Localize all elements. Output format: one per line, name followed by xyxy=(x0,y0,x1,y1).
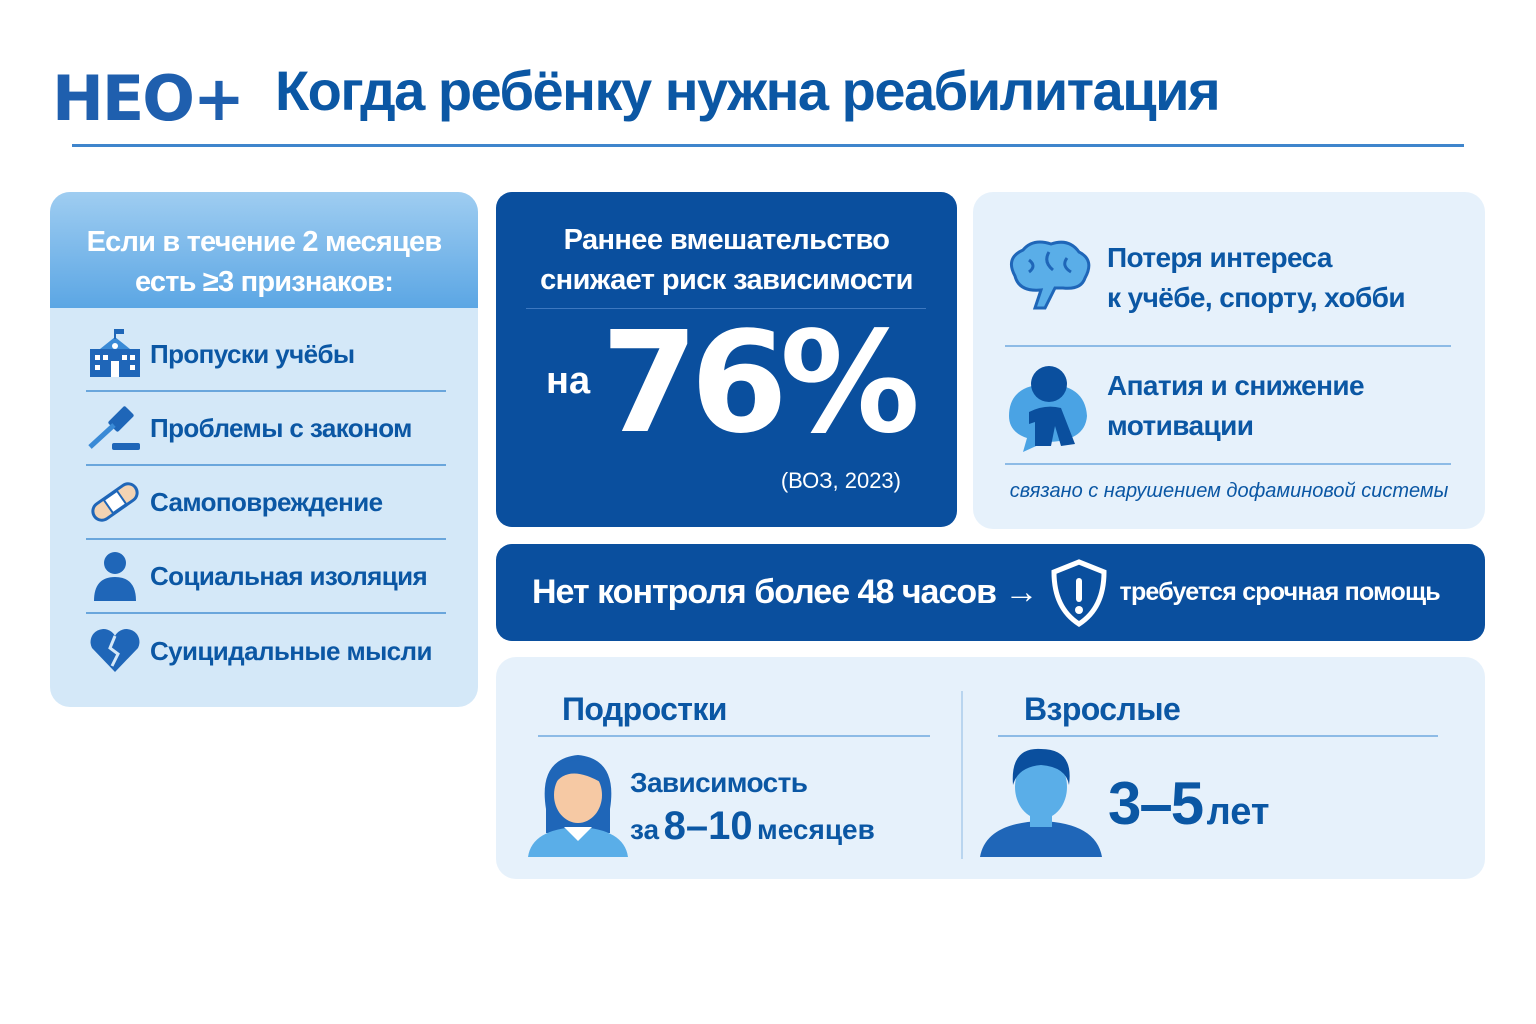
urgent-banner: Нет контроля более 48 часов → требуется … xyxy=(496,544,1485,641)
signs-heading: Если в течение 2 месяцев есть ≥3 признак… xyxy=(50,192,478,308)
sign-item: Социальная изоляция xyxy=(86,540,446,614)
stat-card: Раннее вмешательство снижает риск зависим… xyxy=(496,192,957,527)
stat-source: (ВОЗ, 2023) xyxy=(780,468,901,493)
stat-value: 76% xyxy=(601,302,920,465)
timeline-card: Подростки Зависимость за 8–10 месяцев Вз… xyxy=(496,657,1485,879)
sad-person-icon xyxy=(1009,366,1087,452)
teen-avatar-icon xyxy=(528,755,628,857)
symptom-item: Апатия и снижение мотивации xyxy=(1005,366,1365,452)
person-icon xyxy=(94,552,136,601)
adult-avatar-icon xyxy=(980,748,1102,857)
shield-alert-icon xyxy=(1050,558,1107,627)
sign-item: Проблемы с законом xyxy=(86,392,446,466)
adults-duration: 3–5 xyxy=(1108,770,1204,837)
teens-duration: 8–10 xyxy=(663,804,753,848)
logo: НЕО+ xyxy=(52,62,245,135)
symptom-item: Потеря интереса к учёбе, спорту, хобби xyxy=(1005,238,1406,318)
stat-prefix: на xyxy=(546,360,591,402)
broken-heart-icon xyxy=(90,629,140,672)
symptoms-card: Потеря интереса к учёбе, спорту, хобби Ап… xyxy=(973,192,1485,529)
school-icon xyxy=(90,329,140,377)
sign-item: Пропуски учёбы xyxy=(86,318,446,392)
sign-item: Суицидальные мысли xyxy=(86,614,446,688)
gavel-icon xyxy=(88,406,140,450)
bandage-icon xyxy=(91,482,139,522)
symptoms-note: связано с нарушением дофаминовой системы xyxy=(1009,480,1449,502)
page-title: Когда ребёнку нужна реабилитация xyxy=(275,59,1221,122)
signs-card: Если в течение 2 месяцев есть ≥3 признак… xyxy=(50,192,478,707)
sign-item: Самоповреждение xyxy=(86,466,446,540)
banner-action: требуется срочная помощь xyxy=(1119,578,1441,606)
brain-icon xyxy=(1009,240,1091,310)
divider xyxy=(72,144,1464,147)
banner-text: Нет контроля более 48 часов → xyxy=(532,573,1038,611)
